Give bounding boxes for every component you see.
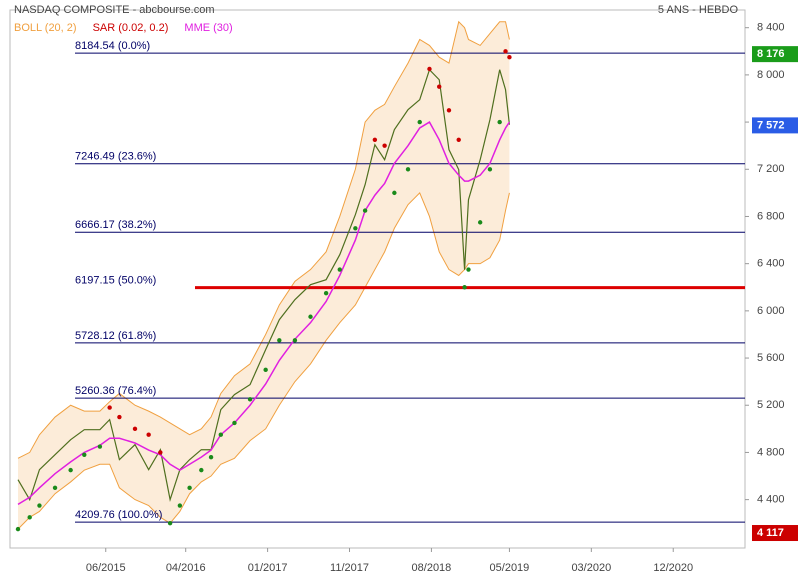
- sar-dot: [232, 420, 237, 426]
- sar-dot: [372, 137, 378, 142]
- sar-dot: [437, 84, 442, 89]
- sar-dot: [199, 467, 204, 473]
- x-tick-label: 03/2020: [571, 562, 611, 574]
- y-tick-label: 7 200: [757, 163, 785, 175]
- y-tick-label: 5 600: [757, 352, 785, 364]
- sar-dot: [427, 66, 432, 72]
- legend-entry: SAR (0.02, 0.2): [93, 22, 169, 34]
- sar-dot: [466, 267, 471, 272]
- sar-dot: [353, 226, 358, 231]
- x-tick-label: 12/2020: [653, 562, 693, 574]
- sar-dot: [27, 515, 32, 520]
- sar-dot: [107, 405, 112, 410]
- sar-dot: [167, 521, 173, 526]
- sar-dot: [208, 454, 214, 460]
- sar-dot: [462, 285, 467, 290]
- sar-dot: [446, 108, 452, 113]
- level-label: 6197.15 (50.0%): [75, 275, 156, 287]
- level-label: 7246.49 (23.6%): [75, 151, 156, 163]
- band-upper: [17, 20, 510, 459]
- level-label: 4209.76 (100.0%): [75, 509, 162, 521]
- sar-dot: [117, 414, 122, 420]
- sar-dot: [82, 452, 87, 457]
- sar-dot: [392, 190, 397, 196]
- sar-dot: [15, 526, 21, 532]
- sar-dot: [277, 338, 282, 343]
- mme-line: [17, 121, 511, 505]
- x-tick-label: 01/2017: [248, 562, 288, 574]
- sar-dot: [37, 503, 42, 508]
- y-tick-label: 4 800: [757, 446, 785, 458]
- sar-dot: [146, 432, 151, 437]
- y-tick-label: 6 000: [757, 305, 785, 317]
- sar-dot: [503, 49, 508, 54]
- sar-dot: [456, 137, 461, 142]
- y-tick-label: 5 200: [757, 399, 785, 411]
- sar-dot: [52, 485, 58, 491]
- sar-dot: [487, 167, 493, 172]
- sar-dot: [158, 450, 163, 455]
- level-label: 8184.54 (0.0%): [75, 40, 150, 52]
- sar-dot: [292, 338, 298, 343]
- x-tick-label: 11/2017: [330, 562, 369, 574]
- price-tag-label: 7 572: [757, 119, 785, 131]
- sar-dot: [405, 167, 411, 172]
- sar-dot: [362, 208, 368, 213]
- level-label: 6666.17 (38.2%): [75, 219, 156, 231]
- sar-dot: [247, 397, 253, 402]
- y-tick-label: 6 400: [757, 258, 785, 270]
- chart-title: NASDAQ COMPOSITE - abcbourse.com: [14, 4, 215, 16]
- x-tick-label: 06/2015: [86, 562, 126, 574]
- sar-dot: [308, 314, 313, 319]
- x-tick-label: 08/2018: [412, 562, 452, 574]
- y-tick-label: 8 000: [757, 69, 785, 81]
- sar-dot: [497, 119, 502, 125]
- legend-entry: MME (30): [184, 22, 232, 34]
- sar-dot: [507, 54, 512, 60]
- price-tag: [752, 46, 798, 63]
- price-tag-label: 4 117: [757, 527, 784, 539]
- x-tick-label: 04/2016: [166, 562, 206, 574]
- chart-subtitle: 5 ANS - HEBDO: [658, 4, 739, 16]
- sar-dot: [132, 426, 138, 432]
- price-tag: [752, 525, 798, 542]
- sar-dot: [187, 485, 192, 491]
- x-tick-label: 05/2019: [490, 562, 530, 574]
- price-tag-label: 8 176: [757, 48, 785, 60]
- y-tick-label: 8 400: [757, 22, 785, 34]
- band-lower: [17, 191, 510, 530]
- sar-dot: [337, 267, 342, 272]
- legend-entry: BOLL (20, 2): [14, 22, 77, 34]
- band-fill: [17, 21, 510, 530]
- sar-dot: [477, 220, 483, 225]
- level-label: 5728.12 (61.8%): [75, 330, 156, 342]
- sar-dot: [177, 503, 183, 508]
- plot-frame: [9, 9, 746, 549]
- price-tag: [752, 117, 798, 134]
- price-line: [17, 68, 511, 503]
- sar-dot: [323, 290, 329, 296]
- level-label: 5260.36 (76.4%): [75, 385, 156, 397]
- sar-dot: [68, 467, 73, 473]
- sar-dot: [417, 119, 422, 125]
- sar-dot: [218, 432, 224, 437]
- sar-dot: [263, 367, 268, 373]
- sar-dot: [97, 444, 103, 449]
- sar-dot: [382, 143, 387, 148]
- y-tick-label: 4 400: [757, 494, 785, 506]
- y-tick-label: 6 800: [757, 210, 785, 222]
